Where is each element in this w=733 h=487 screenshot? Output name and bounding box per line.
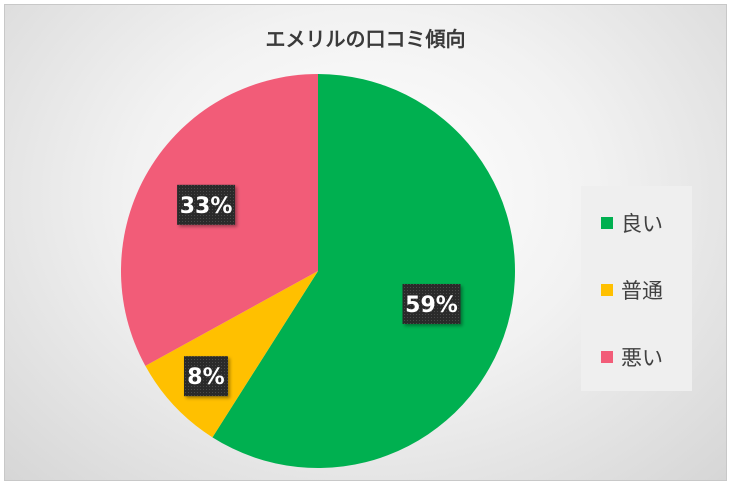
pie-data-labels: 59% 8% 33%: [177, 184, 461, 397]
data-label-text-good: 59%: [405, 293, 458, 318]
legend-label-good: 良い: [621, 212, 663, 236]
chart-area: エメリルの口コミ傾向 59% 8% 33% 良い 普通 悪い: [4, 4, 727, 481]
legend-item-neutral: 普通: [601, 275, 663, 305]
data-label-box-good: [402, 283, 461, 324]
data-label-box-bad: [177, 184, 236, 225]
legend-swatch-neutral: [601, 284, 613, 296]
data-label-neutral: 8%: [183, 356, 228, 397]
legend-label-neutral: 普通: [621, 279, 663, 303]
data-label-bad: 33%: [177, 184, 236, 225]
legend-item-good: 良い: [601, 208, 663, 238]
pie-slice-good: [212, 74, 515, 468]
chart-title: エメリルの口コミ傾向: [265, 27, 466, 51]
data-label-text-neutral: 8%: [187, 365, 224, 390]
pie-chart: 59% 8% 33%: [120, 74, 515, 468]
data-label-text-bad: 33%: [180, 194, 233, 219]
legend-label-bad: 悪い: [621, 346, 663, 370]
legend-swatch-bad: [601, 351, 613, 363]
pie-slices: [120, 74, 515, 468]
data-label-box-neutral: [183, 356, 228, 397]
legend-item-bad: 悪い: [601, 342, 663, 372]
legend: 良い 普通 悪い: [581, 186, 692, 391]
data-label-good: 59%: [402, 283, 461, 324]
legend-swatch-good: [601, 217, 613, 229]
